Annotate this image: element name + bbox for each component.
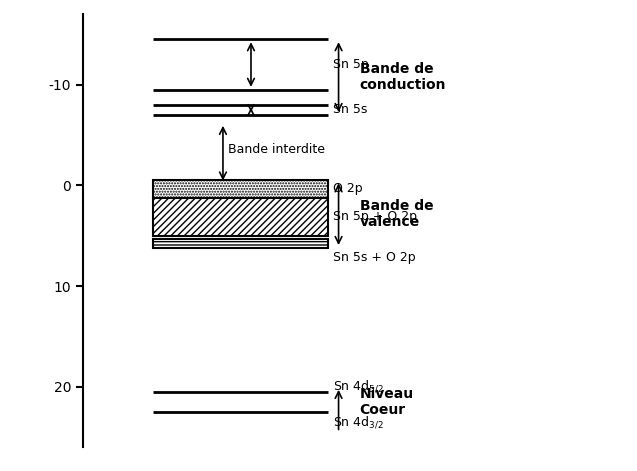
Text: Sn 4d$_{5/2}$: Sn 4d$_{5/2}$: [333, 378, 384, 394]
Bar: [153, 180, 328, 197]
Bar: [153, 239, 328, 248]
Text: Sn 5p: Sn 5p: [333, 58, 369, 71]
Text: Sn 5s: Sn 5s: [333, 103, 368, 116]
Bar: [153, 197, 328, 236]
Text: Niveau
Coeur: Niveau Coeur: [359, 387, 413, 417]
Text: Sn 4d$_{3/2}$: Sn 4d$_{3/2}$: [333, 414, 384, 430]
Text: O 2p: O 2p: [333, 182, 363, 195]
Text: Sn 5p + O 2p: Sn 5p + O 2p: [333, 210, 417, 223]
Text: Bande interdite: Bande interdite: [228, 143, 326, 156]
Text: Bande de
valence: Bande de valence: [359, 199, 433, 229]
Text: Bande de
conduction: Bande de conduction: [359, 62, 446, 92]
Text: Sn 5s + O 2p: Sn 5s + O 2p: [333, 252, 416, 265]
